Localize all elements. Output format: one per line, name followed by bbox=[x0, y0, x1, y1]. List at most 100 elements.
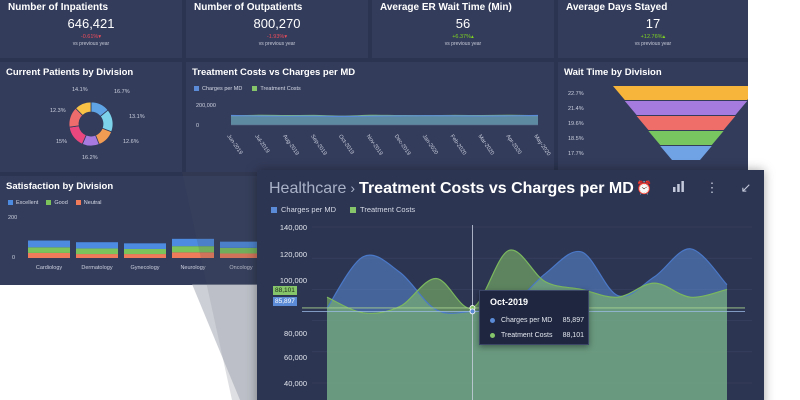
up-arrow-icon: ▴ bbox=[662, 34, 666, 40]
slice-label: 15% bbox=[56, 139, 67, 145]
collapse-icon[interactable]: ↙ bbox=[740, 180, 752, 195]
down-arrow-icon: ▾ bbox=[284, 34, 288, 40]
y-tick-label: 200,000 bbox=[196, 103, 216, 109]
chart-tooltip: Oct-2019 Charges per MD 85,897 Treatment… bbox=[479, 290, 589, 345]
page-title: Treatment Costs vs Charges per MD bbox=[359, 180, 634, 197]
kpi-card-days-stayed[interactable]: Average Days Stayed 17 +12.76%▴ vs previ… bbox=[558, 0, 748, 58]
kpi-value: 17 bbox=[645, 16, 661, 31]
legend-item-excellent[interactable]: Excellent bbox=[8, 200, 38, 206]
kpi-delta: +6.37%▴ bbox=[452, 34, 474, 40]
swatch-icon bbox=[350, 207, 357, 214]
stacked-bar-segment bbox=[124, 248, 166, 255]
bar-chart-icon[interactable] bbox=[670, 180, 686, 196]
stacked-bar-segment bbox=[172, 246, 214, 253]
stacked-bar-segment bbox=[124, 254, 166, 258]
funnel-segment bbox=[624, 101, 748, 115]
kpi-subtitle: vs previous year bbox=[258, 41, 296, 47]
expanded-chart-panel[interactable]: Healthcare › Treatment Costs vs Charges pe… bbox=[257, 170, 764, 400]
slice-label: 12.6% bbox=[123, 139, 139, 145]
slice-label: 14.1% bbox=[72, 87, 88, 93]
more-options-icon[interactable]: ⋮ bbox=[705, 180, 719, 195]
breadcrumb-separator: › bbox=[350, 180, 356, 196]
legend-item-treatment[interactable]: Treatment Costs bbox=[350, 205, 415, 214]
y-tick-label: 60,000 bbox=[284, 353, 307, 362]
chart-legend: Excellent Good Neutral bbox=[8, 200, 102, 206]
kpi-card-inpatients[interactable]: Number of Inpatients 646,421 -0.61%▾ vs … bbox=[0, 0, 182, 58]
stacked-bar-segment bbox=[28, 240, 70, 248]
legend-item-charges[interactable]: Charges per MD bbox=[271, 205, 336, 214]
panel-toolbar: ⏰ ⋮ ↙ bbox=[636, 180, 754, 196]
slice-label: 16.2% bbox=[82, 155, 98, 161]
series-dot-icon bbox=[490, 318, 495, 323]
kpi-value: 56 bbox=[455, 16, 471, 31]
stacked-bar-segment bbox=[220, 241, 260, 248]
y-tick-label: 100,000 bbox=[279, 276, 307, 285]
kpi-value: 800,270 bbox=[253, 16, 301, 31]
card-title: Current Patients by Division bbox=[6, 67, 134, 78]
shadow-bottom bbox=[192, 284, 258, 400]
kpi-title: Average Days Stayed bbox=[566, 2, 668, 13]
funnel-segment bbox=[648, 131, 724, 145]
stacked-bar-segment bbox=[220, 253, 260, 258]
patients-card[interactable]: Current Patients by Division 14.1% 16.7% 1… bbox=[0, 62, 182, 172]
swatch-icon bbox=[271, 207, 277, 214]
wait-card[interactable]: Wait Time by Division 22.7% 21.4% 19.6% 18.… bbox=[558, 62, 748, 172]
tooltip-title: Oct-2019 bbox=[490, 297, 529, 307]
card-title: Wait Time by Division bbox=[564, 67, 662, 78]
stacked-bar-segment bbox=[220, 247, 260, 254]
stacked-bar-segment bbox=[76, 242, 118, 249]
segment-label: 18.5% bbox=[568, 136, 584, 142]
stacked-bar-segment bbox=[28, 252, 70, 258]
segment-label: 22.7% bbox=[568, 91, 584, 97]
stacked-bar-segment bbox=[76, 254, 118, 258]
point-charges bbox=[469, 308, 476, 315]
stacked-bar-segment bbox=[124, 243, 166, 249]
swatch-icon bbox=[46, 200, 52, 206]
breadcrumb[interactable]: Healthcare bbox=[269, 180, 347, 197]
swatch-icon bbox=[194, 86, 199, 92]
satisfaction-bar-chart: 200 0 Cardiology Dermatology Gynecology Neuro… bbox=[8, 215, 260, 271]
funnel-segment bbox=[636, 116, 736, 130]
donut-slice bbox=[75, 101, 92, 116]
dashboard: Number of Inpatients 646,421 -0.61%▾ vs … bbox=[0, 0, 748, 285]
swatch-icon bbox=[252, 86, 258, 92]
down-arrow-icon: ▾ bbox=[98, 34, 102, 40]
stacked-bar-segment bbox=[28, 247, 70, 253]
funnel-segment bbox=[660, 146, 712, 160]
kpi-title: Number of Outpatients bbox=[194, 2, 303, 13]
legend-item-charges[interactable]: Charges per MD bbox=[194, 86, 242, 92]
legend-item-good[interactable]: Good bbox=[46, 200, 68, 206]
x-tick-label: Oncology bbox=[229, 265, 252, 271]
kpi-card-er-wait[interactable]: Average ER Wait Time (Min) 56 +6.37%▴ vs… bbox=[372, 0, 554, 58]
funnel-chart: 22.7% 21.4% 19.6% 18.5% 17.7% bbox=[568, 86, 748, 160]
kpi-card-outpatients[interactable]: Number of Outpatients 800,270 -1.93%▾ vs… bbox=[186, 0, 368, 58]
chart-legend: Charges per MD Treatment Costs bbox=[271, 205, 415, 214]
y-tick-label: 0 bbox=[196, 123, 199, 129]
segment-label: 19.6% bbox=[568, 121, 584, 127]
detail-area-chart[interactable] bbox=[257, 170, 764, 400]
tooltip-row-treatment: Treatment Costs 88,101 bbox=[490, 332, 584, 339]
alarm-clock-icon[interactable]: ⏰ bbox=[636, 180, 653, 195]
slice-label: 13.1% bbox=[129, 114, 145, 120]
x-tick-label: Gynecology bbox=[130, 265, 159, 271]
y-tick-label: 80,000 bbox=[284, 329, 307, 338]
funnel-segment bbox=[613, 86, 748, 100]
slice-label: 16.7% bbox=[114, 89, 130, 95]
stacked-bar-segment bbox=[172, 252, 214, 258]
costs-card[interactable]: Treatment Costs vs Charges per MD Charge… bbox=[186, 62, 554, 172]
tooltip-row-charges: Charges per MD 85,897 bbox=[490, 317, 584, 324]
satisfaction-card[interactable]: Satisfaction by Division Excellent Good … bbox=[0, 176, 260, 285]
crosshair-value-charges: 85,897 bbox=[273, 297, 297, 306]
series-area bbox=[231, 115, 538, 125]
y-tick-label: 120,000 bbox=[279, 250, 307, 259]
stacked-bar-segment bbox=[76, 248, 118, 255]
y-tick-label: 40,000 bbox=[284, 379, 307, 388]
legend-item-treatment[interactable]: Treatment Costs bbox=[252, 86, 301, 92]
legend-item-neutral[interactable]: Neutral bbox=[75, 200, 102, 206]
series-dot-icon bbox=[490, 333, 495, 338]
x-tick-label: Neurology bbox=[180, 265, 205, 271]
kpi-subtitle: vs previous year bbox=[634, 41, 672, 47]
kpi-title: Number of Inpatients bbox=[8, 2, 109, 13]
